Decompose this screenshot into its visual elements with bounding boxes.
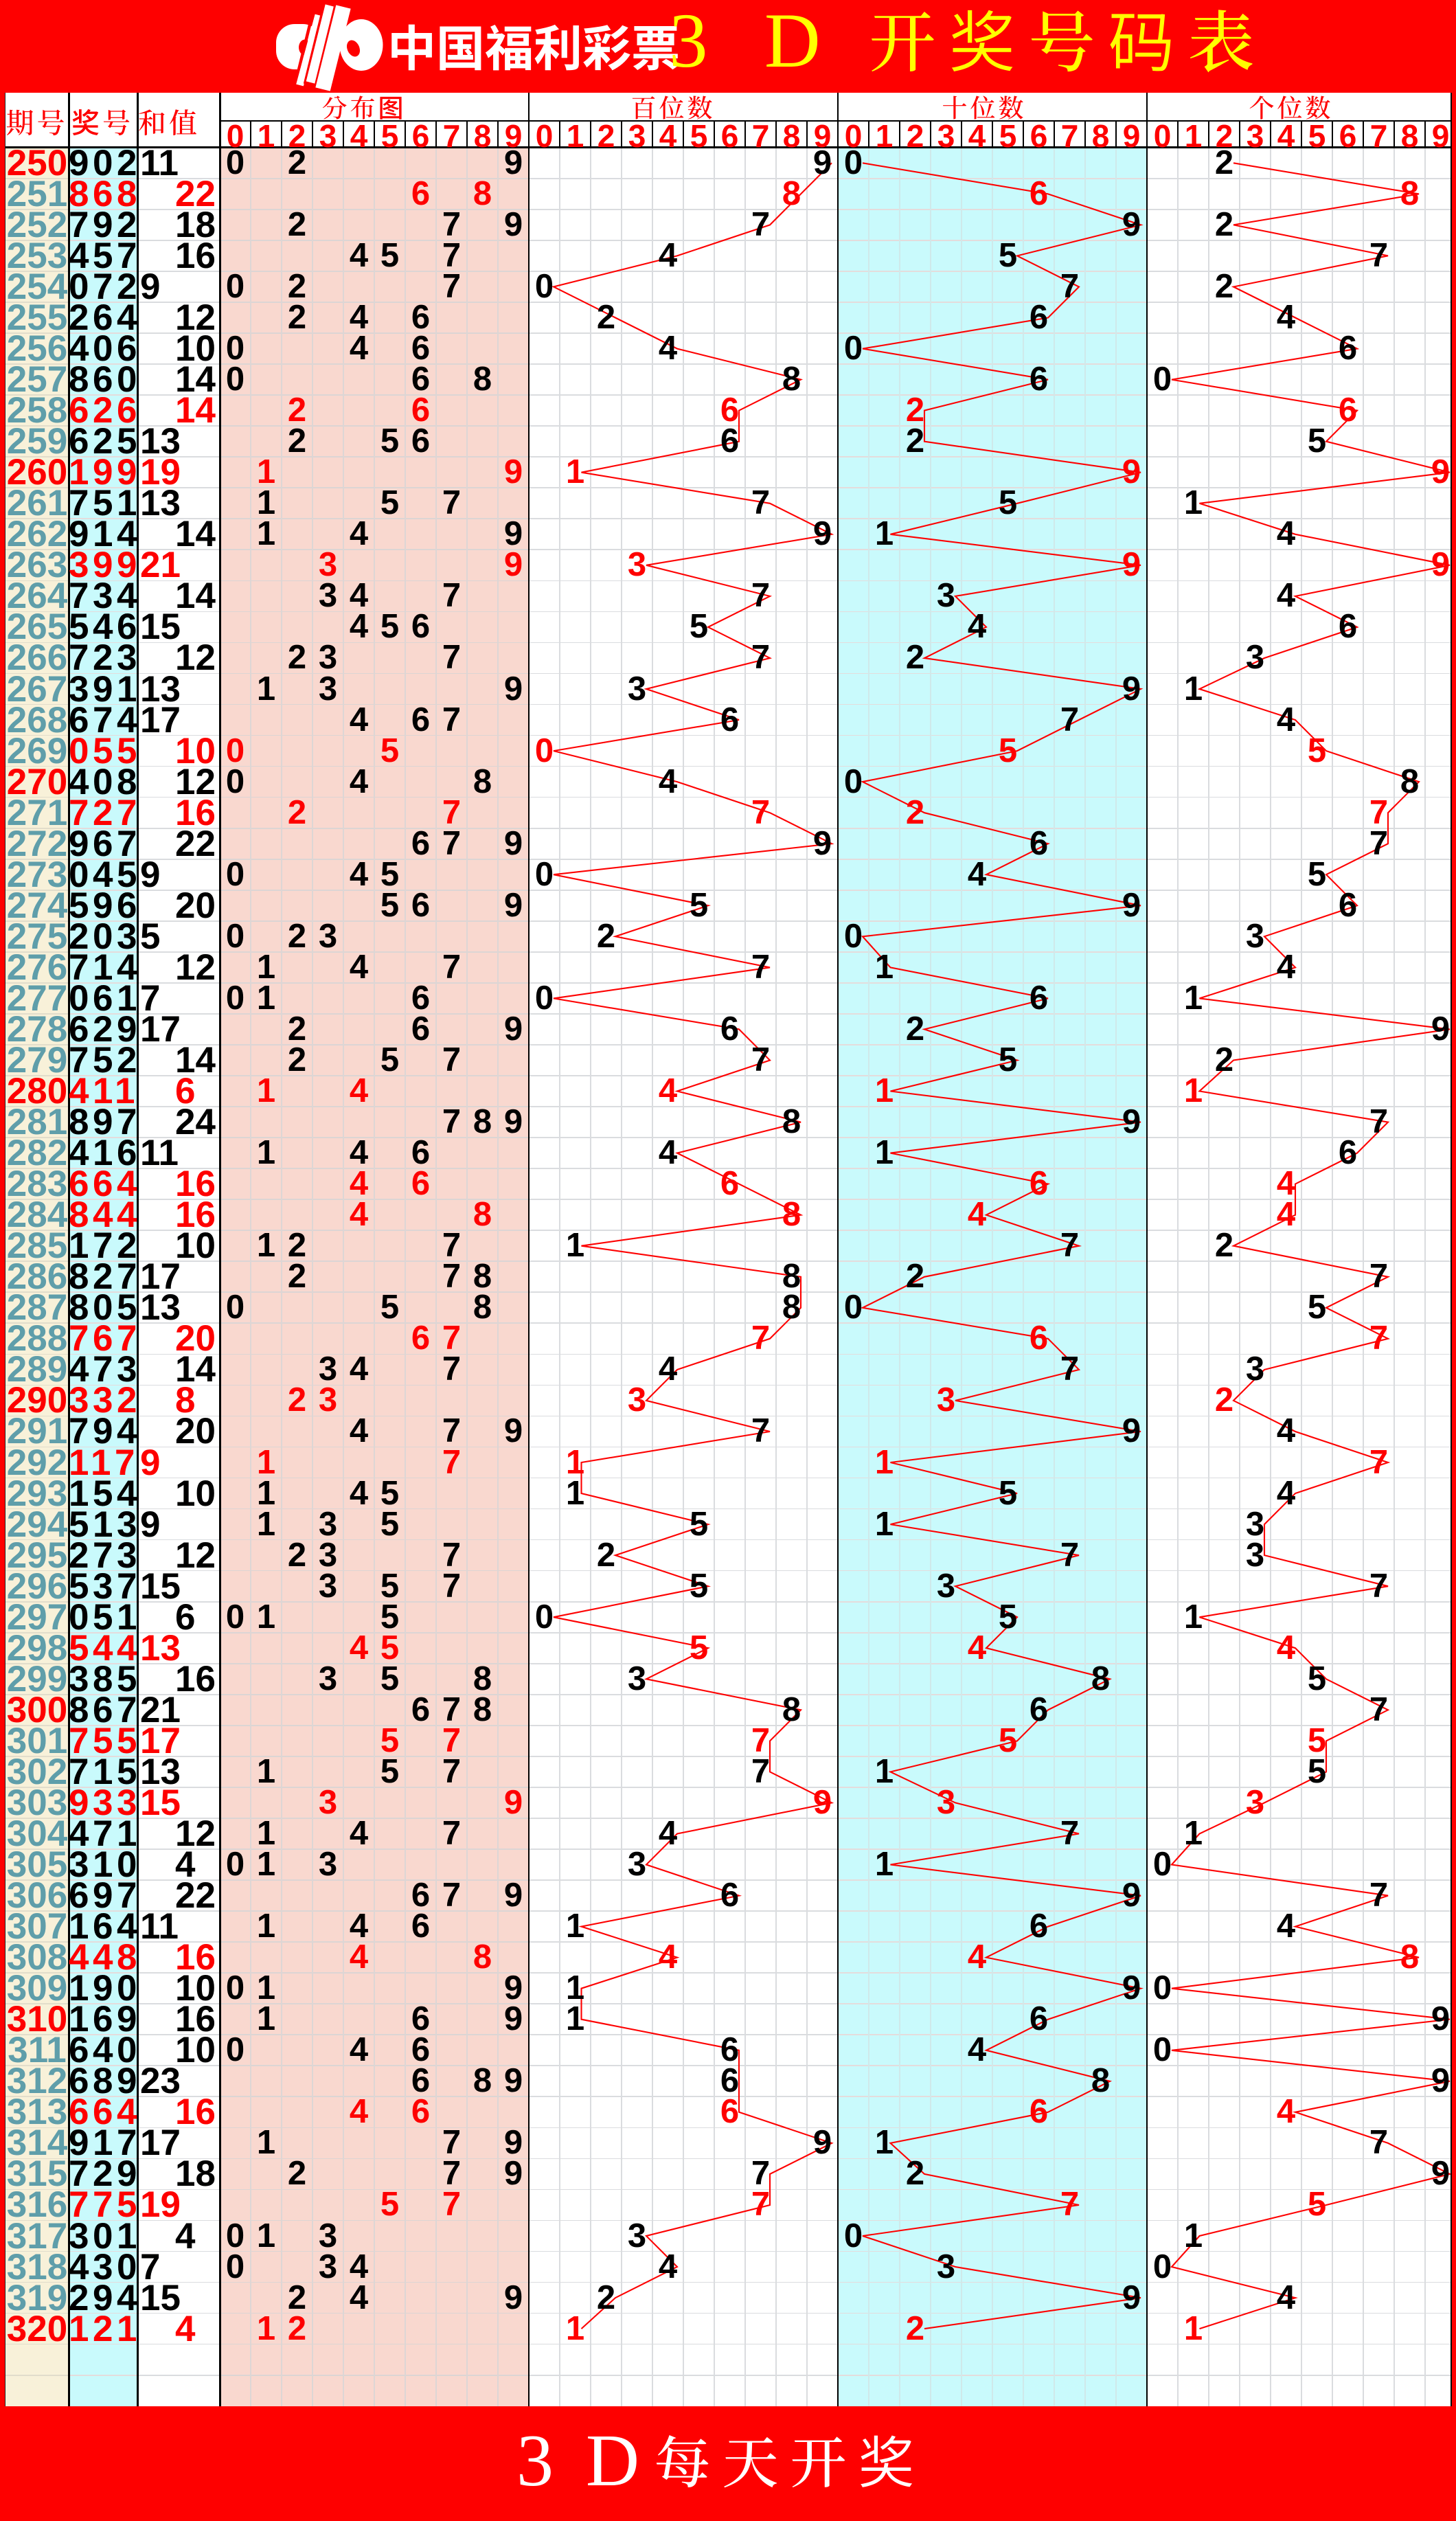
svg-text:3: 3	[516, 2420, 554, 2502]
svg-text:3: 3	[669, 0, 708, 84]
svg-text:D: D	[586, 2420, 639, 2502]
svg-text:D: D	[764, 0, 821, 84]
